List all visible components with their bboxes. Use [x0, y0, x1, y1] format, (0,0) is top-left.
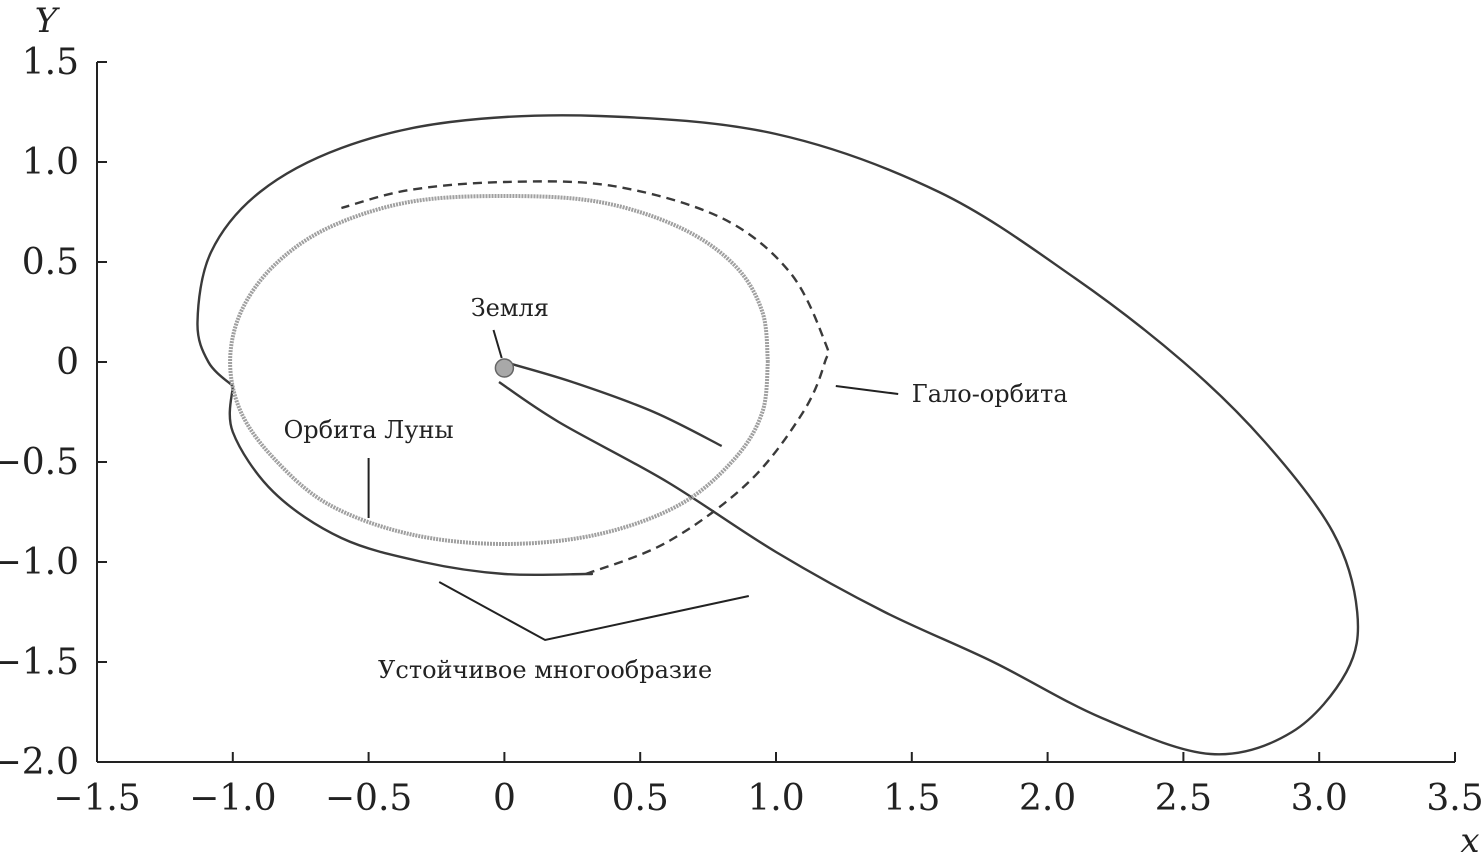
x-axis-title: x [1460, 821, 1479, 861]
x-tick-label: 0.5 [612, 778, 669, 819]
annotation-leader [492, 329, 503, 359]
x-tick-label: −1.5 [53, 778, 140, 819]
x-tick-label: 1.5 [883, 778, 940, 819]
series-solid-dark-1 [196, 114, 1360, 756]
annotation-leader [835, 385, 899, 395]
y-tick-label: 0 [56, 342, 79, 383]
series-solid-dark-2 [228, 385, 594, 577]
x-tick-label: −0.5 [325, 778, 412, 819]
x-tick-label: 2.0 [1019, 778, 1076, 819]
series-solid-dark-0 [504, 360, 723, 448]
y-tick-label: −1.0 [0, 542, 79, 583]
y-tick-label: 1.5 [22, 42, 79, 83]
x-tick-label: 0 [493, 778, 516, 819]
earth-marker [494, 358, 515, 378]
x-tick-label: −1.0 [189, 778, 276, 819]
annotation-label: Устойчивое многообразие [378, 656, 712, 684]
y-tick-label: 1.0 [22, 142, 79, 183]
annotation-label: Земля [471, 294, 549, 322]
curves [196, 114, 1360, 756]
y-tick-label: −0.5 [0, 442, 79, 483]
y-tick-label: −2.0 [0, 742, 79, 783]
y-tick-label: −1.5 [0, 642, 79, 683]
x-tick-label: 3.5 [1426, 778, 1483, 819]
y-tick-label: 0.5 [22, 242, 79, 283]
series-dashed-3 [341, 180, 830, 576]
annotation-label: Орбита Луны [284, 416, 454, 444]
y-axis-title: Y [35, 1, 61, 41]
x-tick-label: 3.0 [1291, 778, 1348, 819]
annotation-leader [438, 581, 750, 642]
x-tick-label: 1.0 [747, 778, 804, 819]
x-tick-label: 2.5 [1155, 778, 1212, 819]
annotation-label: Гало-орбита [912, 380, 1068, 408]
annotations: Земля Гало-орбита Орбита Луны Устойчивое мн… [284, 294, 1068, 684]
